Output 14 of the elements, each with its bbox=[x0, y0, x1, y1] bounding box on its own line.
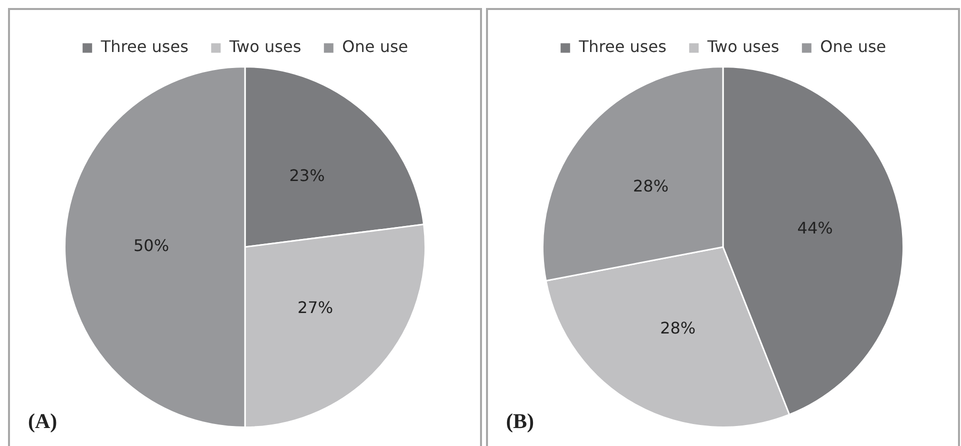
data-label: 44% bbox=[797, 218, 833, 238]
data-label: 28% bbox=[633, 176, 669, 196]
data-label: 23% bbox=[289, 166, 325, 185]
data-label: 27% bbox=[298, 298, 334, 318]
legend-label: Three uses bbox=[100, 37, 188, 56]
data-label: 50% bbox=[133, 236, 170, 256]
legend-label: Three uses bbox=[578, 37, 666, 56]
legend-label: Two uses bbox=[228, 37, 302, 56]
text: (A) bbox=[28, 409, 58, 434]
text: (B) bbox=[506, 409, 534, 434]
legend-label: One use bbox=[342, 37, 408, 56]
legend-label: Two uses bbox=[706, 37, 780, 56]
legend-label: One use bbox=[820, 37, 886, 56]
data-label: 28% bbox=[660, 318, 696, 338]
